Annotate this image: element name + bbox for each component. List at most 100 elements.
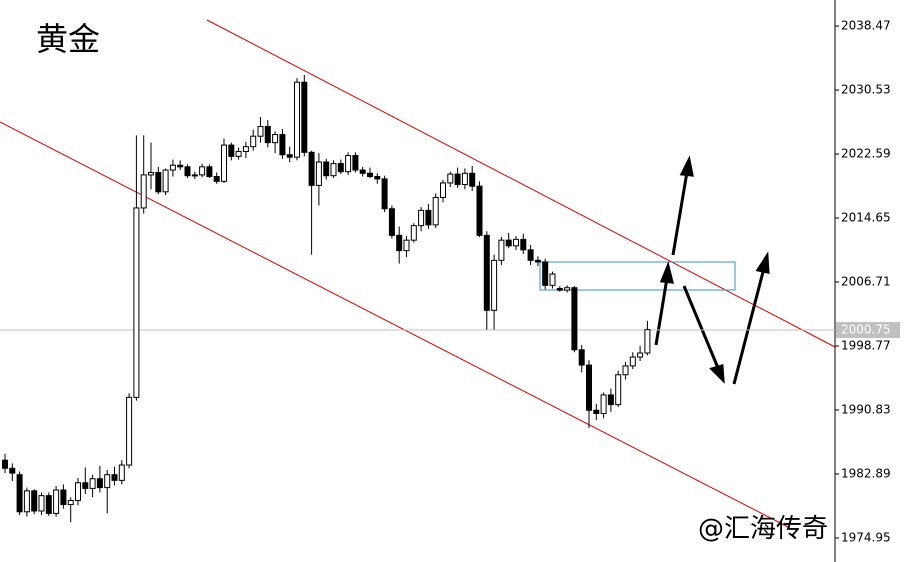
candle-body xyxy=(294,81,300,158)
candle-body xyxy=(483,234,490,311)
last-price-box xyxy=(836,322,900,339)
y-tick-label: 2038.47 xyxy=(841,19,891,33)
candle-body xyxy=(2,459,8,469)
candle-body xyxy=(586,364,592,411)
candle-body xyxy=(469,172,476,187)
y-tick-label: 1990.83 xyxy=(841,402,891,416)
candle-body xyxy=(111,474,118,481)
candle-body xyxy=(549,273,556,286)
candle-body xyxy=(23,490,30,513)
candle-body xyxy=(556,288,563,291)
candle-body xyxy=(315,161,322,186)
candle-body xyxy=(126,396,133,466)
candle-body xyxy=(564,287,571,291)
candle-body xyxy=(148,171,154,176)
candle-body xyxy=(199,166,206,176)
y-tick-label: 2006.71 xyxy=(841,275,891,289)
candle-body xyxy=(184,166,191,177)
candle-body xyxy=(498,239,505,261)
candle-body xyxy=(242,146,249,153)
candle-body xyxy=(440,182,446,198)
candle-body xyxy=(447,173,454,184)
candle-body xyxy=(272,134,279,144)
candle-body xyxy=(155,171,162,193)
candle-body xyxy=(235,151,242,157)
candle-body xyxy=(476,185,483,236)
candle-body xyxy=(250,135,257,148)
candle-body xyxy=(644,329,651,354)
candle-body xyxy=(221,144,227,182)
candle-body xyxy=(600,394,607,414)
candle-body xyxy=(162,169,169,193)
candle-body xyxy=(45,495,52,514)
last-price-label: 2000.75 xyxy=(841,323,891,337)
candle-body xyxy=(571,287,578,351)
candle-body xyxy=(527,249,534,261)
candle-body xyxy=(534,259,541,263)
arrows xyxy=(654,155,770,385)
y-tick-label: 2030.53 xyxy=(841,83,891,97)
y-tick-label: 2014.65 xyxy=(841,211,891,225)
chart-title: 黄金 xyxy=(36,20,100,58)
candle-body xyxy=(454,173,461,186)
candle-body xyxy=(89,478,96,489)
candle-body xyxy=(82,482,89,489)
y-tick-label: 1998.77 xyxy=(841,339,891,353)
candle-body xyxy=(542,261,549,286)
candle-body xyxy=(323,161,330,177)
zone-box xyxy=(539,261,736,291)
candle-body xyxy=(578,349,585,366)
y-tick-label: 1982.89 xyxy=(841,466,891,480)
candle-body xyxy=(425,209,432,226)
candle-body xyxy=(637,352,644,358)
candle-body xyxy=(615,374,622,406)
channel-upper xyxy=(206,19,836,348)
candle-body xyxy=(593,409,600,414)
candle-body xyxy=(491,259,498,311)
candle-body xyxy=(191,174,198,177)
candle-body xyxy=(629,356,636,367)
candle-body xyxy=(607,394,614,406)
y-tick-label: 1974.95 xyxy=(841,530,891,544)
candle-body xyxy=(418,209,425,227)
candle-body xyxy=(403,239,410,252)
candle-body xyxy=(16,474,23,513)
candle-body xyxy=(96,478,103,489)
candle-body xyxy=(367,172,373,178)
candle-body xyxy=(9,467,16,474)
candle-body xyxy=(213,176,220,182)
candle-body xyxy=(301,81,308,153)
candle-body xyxy=(308,151,315,186)
candle-body xyxy=(520,238,527,251)
candle-body xyxy=(53,489,60,514)
candle-body xyxy=(31,490,38,512)
candle-body xyxy=(177,164,184,168)
candle-body xyxy=(67,500,74,506)
candle-body xyxy=(410,225,417,241)
candle-body xyxy=(118,464,125,481)
candle-body xyxy=(206,166,213,178)
candle-body xyxy=(104,474,111,489)
candle-body xyxy=(228,144,235,157)
candle-body xyxy=(140,174,147,209)
candle-body xyxy=(345,155,352,173)
candle-body xyxy=(352,155,359,171)
candle-body xyxy=(257,126,264,137)
candle-body xyxy=(461,172,468,186)
candle-body xyxy=(381,178,388,210)
candle-body xyxy=(359,169,366,174)
candle-body xyxy=(169,164,176,171)
candle-body xyxy=(432,196,439,226)
watermark: @汇海传奇 xyxy=(698,514,828,544)
candle-body xyxy=(133,207,140,398)
candle-body xyxy=(60,489,67,506)
candle-body xyxy=(622,365,629,376)
candle-body xyxy=(513,238,519,247)
candle-body xyxy=(396,234,403,252)
candle-body xyxy=(388,208,395,236)
channel-lower xyxy=(0,121,791,529)
candle-body xyxy=(286,154,293,158)
candle-body xyxy=(374,176,381,180)
